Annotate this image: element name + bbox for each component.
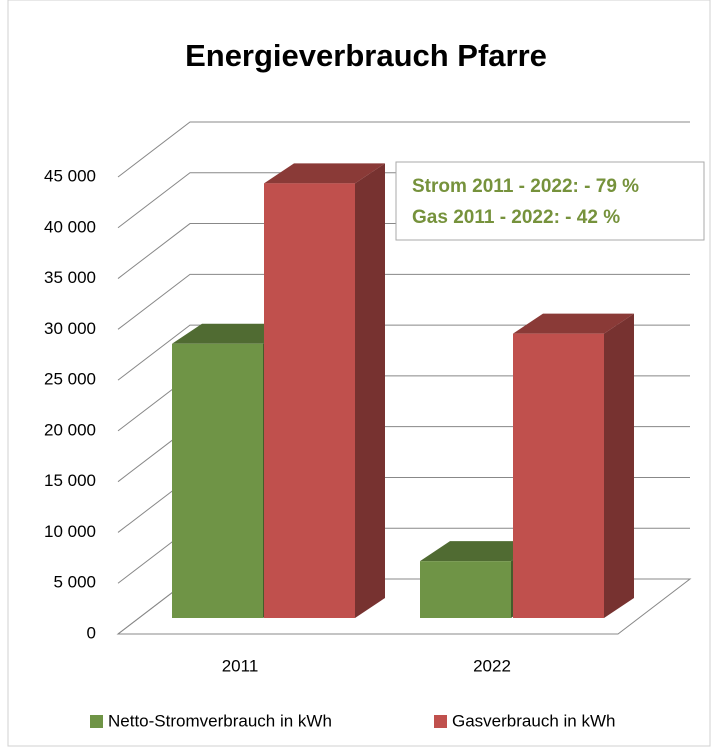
bar-side — [604, 313, 634, 618]
annotation-box — [395, 161, 705, 241]
y-tick-label: 10 000 — [44, 522, 96, 541]
legend-swatch — [90, 715, 103, 728]
legend-swatch — [434, 715, 447, 728]
bar-top — [264, 163, 385, 184]
annotation: Gas 2011 - 2022: - 42 % — [412, 207, 620, 228]
bar — [513, 333, 604, 618]
chart-title: Energieverbrauch Pfarre — [185, 38, 547, 73]
x-tick-label: 2022 — [473, 656, 511, 675]
legend-label: Gasverbrauch in kWh — [452, 711, 615, 730]
y-tick-label: 40 000 — [44, 217, 96, 236]
bar-top — [420, 541, 541, 562]
bar-side — [355, 163, 385, 618]
y-tick-label: 15 000 — [44, 471, 96, 490]
y-tick-label: 35 000 — [44, 268, 96, 287]
bar — [264, 183, 355, 618]
legend-label: Netto-Stromverbrauch in kWh — [108, 711, 332, 730]
y-tick-label: 5 000 — [53, 573, 96, 592]
y-tick-label: 45 000 — [44, 166, 96, 185]
x-tick-label: 2011 — [222, 656, 259, 675]
grid-line — [117, 273, 690, 330]
grid-line — [117, 121, 690, 178]
y-tick-label: 25 000 — [44, 370, 96, 389]
annotation: Strom 2011 - 2022: - 79 % — [412, 176, 639, 197]
grid-line — [117, 324, 690, 381]
bar-top — [172, 323, 293, 344]
y-tick-label: 20 000 — [44, 420, 96, 439]
bar-top — [513, 313, 634, 334]
y-tick-label: 0 — [87, 623, 96, 642]
bar — [172, 343, 263, 618]
bar — [420, 561, 511, 618]
y-tick-label: 30 000 — [44, 319, 96, 338]
